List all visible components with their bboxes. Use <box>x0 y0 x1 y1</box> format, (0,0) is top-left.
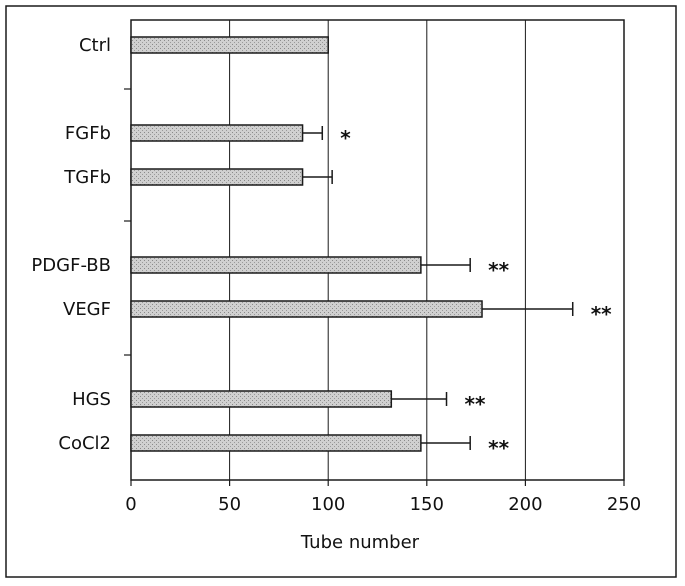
category-label: TGFb <box>63 167 111 188</box>
x-tick-label: 50 <box>218 494 241 515</box>
x-tick-label: 0 <box>125 494 136 515</box>
bar-pdgf-bb <box>130 256 422 274</box>
axes <box>124 19 625 486</box>
significance-marker: * <box>340 126 351 150</box>
category-label: FGFb <box>65 123 111 144</box>
significance-marker: ** <box>465 392 486 416</box>
category-label: PDGF-BB <box>31 255 111 276</box>
bar-fgfb <box>130 124 304 142</box>
x-tick-label: 100 <box>311 494 345 515</box>
plot-area <box>130 19 625 481</box>
significance-marker: ** <box>591 302 612 326</box>
bar-vegf <box>130 300 483 318</box>
labels: 0 50 100 150 200 250 Ctrl FGFb * TGFb PDGF-BB ** VEG… <box>31 35 641 515</box>
x-tick-label: 250 <box>607 494 641 515</box>
significance-marker: ** <box>488 258 509 282</box>
bars <box>130 36 574 452</box>
x-tick-label: 150 <box>410 494 444 515</box>
bar-cocl2 <box>130 434 422 452</box>
bar-hgs <box>130 390 393 408</box>
category-label: CoCl2 <box>58 433 111 454</box>
bar-tgfb <box>130 168 304 186</box>
category-label: HGS <box>72 389 111 410</box>
x-axis-title: Tube number <box>300 532 420 553</box>
significance-marker: ** <box>488 436 509 460</box>
category-label: VEGF <box>63 299 111 320</box>
x-tick-label: 200 <box>508 494 542 515</box>
chart-frame <box>5 5 677 578</box>
category-label: Ctrl <box>79 35 111 56</box>
bar-ctrl <box>130 36 329 54</box>
